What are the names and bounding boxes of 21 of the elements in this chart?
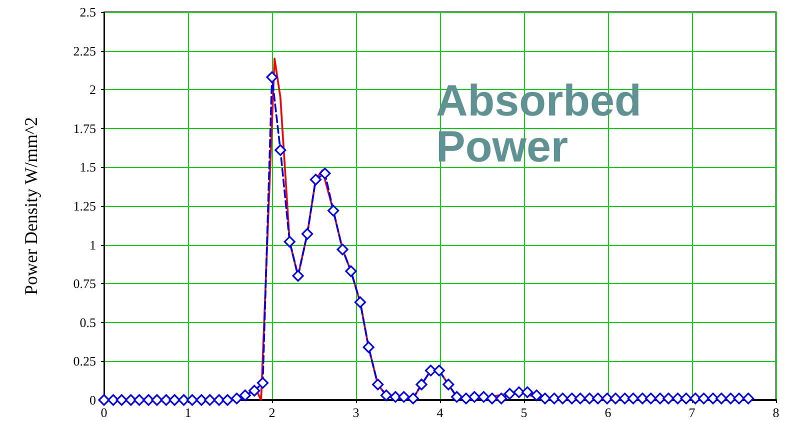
y-tick-label: 0.5 — [80, 314, 96, 330]
x-tick-label: 1 — [184, 405, 192, 420]
x-tick-label: 8 — [772, 405, 780, 420]
y-tick-label: 0.75 — [73, 276, 96, 292]
y-axis-title: Power Density W/mm^2 — [21, 116, 41, 296]
x-tick-label: 5 — [520, 405, 528, 420]
y-tick-label: 2.5 — [80, 4, 96, 20]
x-tick-label: 7 — [688, 405, 696, 420]
y-tick-label: 0 — [90, 392, 96, 408]
x-tick-label: 0 — [100, 405, 108, 420]
y-tick-label: 1.75 — [73, 120, 96, 136]
y-tick-label: 1.5 — [80, 160, 96, 175]
y-tick-label: 1.25 — [73, 198, 96, 214]
x-tick-label: 4 — [436, 405, 444, 420]
y-tick-label: 1 — [90, 237, 96, 252]
x-tick-label: 3 — [352, 405, 360, 420]
x-tick-label: 2 — [268, 405, 276, 420]
y-tick-label: 2.25 — [73, 43, 96, 58]
y-tick-label: 0.25 — [73, 354, 96, 369]
x-tick-label: 6 — [604, 405, 612, 420]
y-tick-label: 2 — [90, 82, 96, 98]
